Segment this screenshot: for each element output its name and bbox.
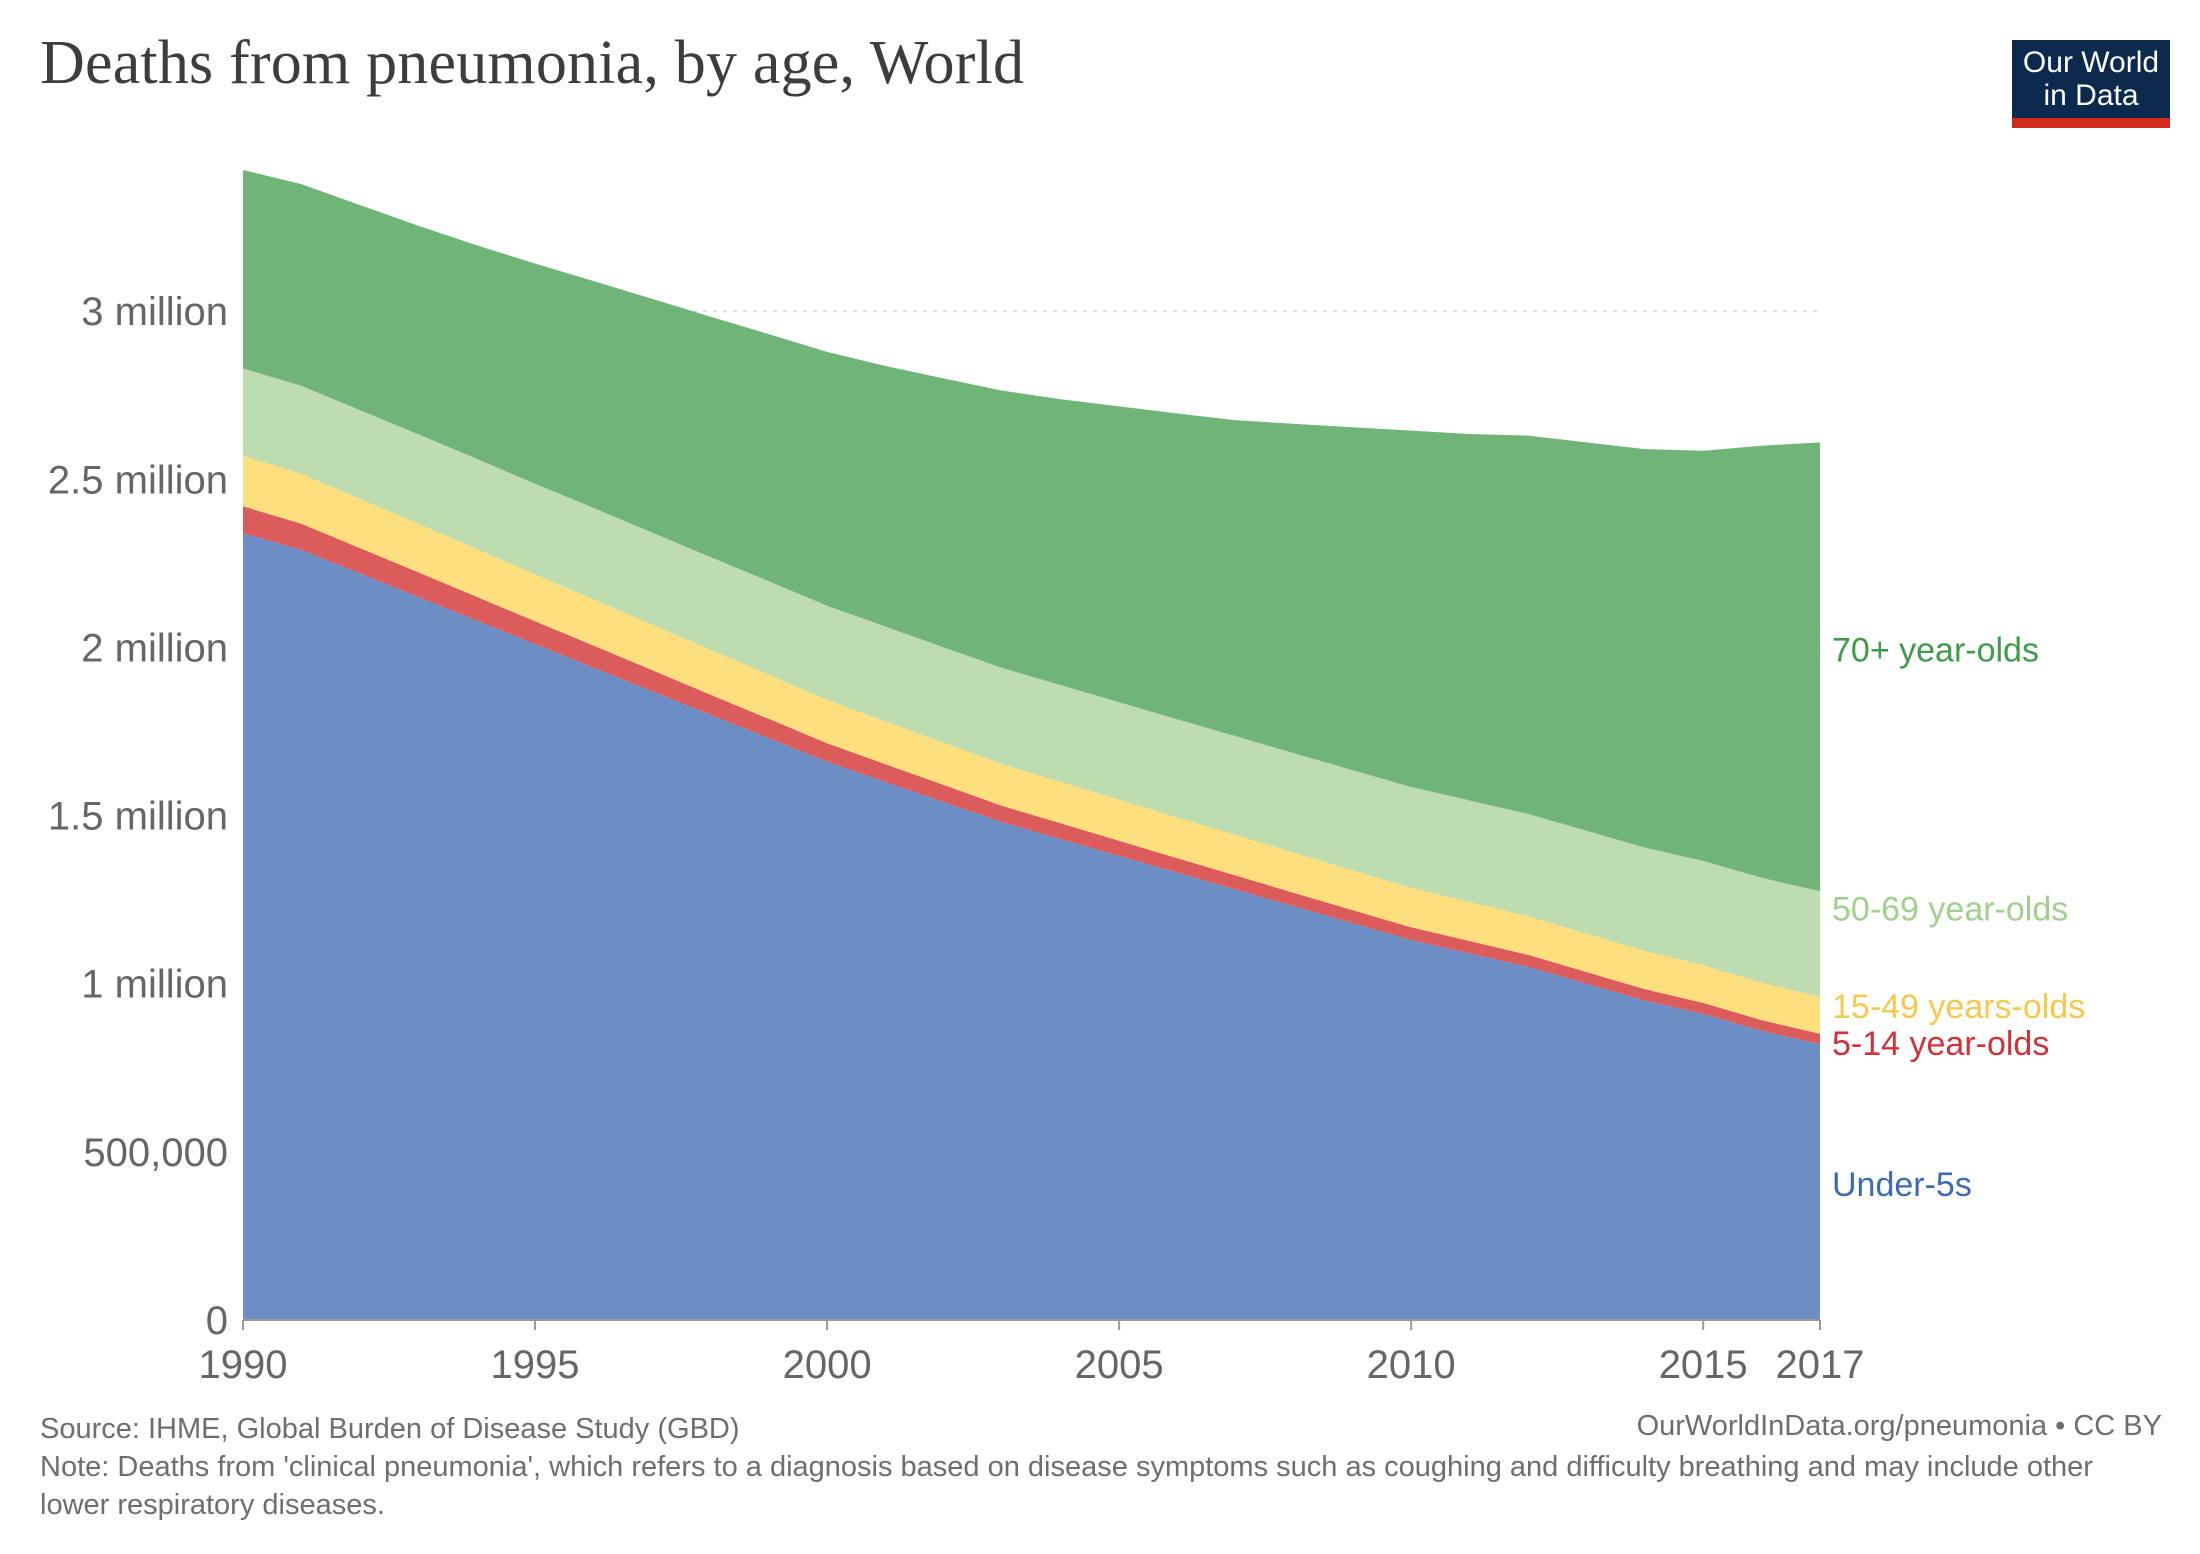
series-label[interactable]: Under-5s: [1832, 1166, 1972, 1204]
y-tick-label: 0: [206, 1299, 228, 1343]
owid-logo[interactable]: Our World in Data: [2012, 40, 2170, 128]
credit-link[interactable]: OurWorldInData.org/pneumonia • CC BY: [1636, 1410, 2162, 1442]
series-areas: [243, 170, 1820, 1320]
note-text: Note: Deaths from 'clinical pneumonia', …: [40, 1451, 2093, 1521]
page-title: Deaths from pneumonia, by age, World: [40, 29, 1025, 97]
area-15-49-years-olds[interactable]: [243, 455, 1820, 1034]
y-tick-label: 1.5 million: [48, 795, 228, 839]
y-tick-labels: 0 500,000 1 million 1.5 million 2 million 2.5…: [48, 290, 228, 1343]
x-tick-label: 2000: [783, 1343, 872, 1387]
x-tick-label: 1990: [199, 1343, 288, 1387]
x-tick-label: 2005: [1075, 1343, 1164, 1387]
y-tick-label: 1 million: [81, 963, 228, 1007]
x-tick-label: 2010: [1367, 1343, 1456, 1387]
series-label[interactable]: 50-69 year-olds: [1832, 890, 2068, 928]
series-label[interactable]: 70+ year-olds: [1832, 631, 2039, 669]
y-tick-label: 500,000: [83, 1131, 228, 1175]
series-label[interactable]: 5-14 year-olds: [1832, 1025, 2049, 1063]
x-tick-label: 1995: [491, 1343, 580, 1387]
x-tick-label: 2015: [1659, 1343, 1748, 1387]
series-label[interactable]: 15-49 years-olds: [1832, 988, 2085, 1026]
logo-line-2: in Data: [2043, 79, 2139, 112]
y-tick-label: 2 million: [81, 626, 228, 670]
source-text: Source: IHME, Global Burden of Disease S…: [40, 1413, 740, 1445]
area-under-5s[interactable]: [243, 533, 1820, 1320]
y-tick-label: 3 million: [81, 290, 228, 334]
x-tick-labels: 1990 1995 2000 2005 2010 2015 2017: [199, 1343, 1865, 1387]
y-tick-label: 2.5 million: [48, 458, 228, 502]
series-labels: 70+ year-olds 50-69 year-olds 15-49 years-…: [1832, 631, 2085, 1204]
area-50-69-year-olds[interactable]: [243, 368, 1820, 997]
x-tick-label: 2017: [1776, 1343, 1865, 1387]
logo-line-1: Our World: [2022, 46, 2160, 79]
area-70-year-olds[interactable]: [243, 170, 1820, 892]
axes: [242, 1319, 1821, 1330]
